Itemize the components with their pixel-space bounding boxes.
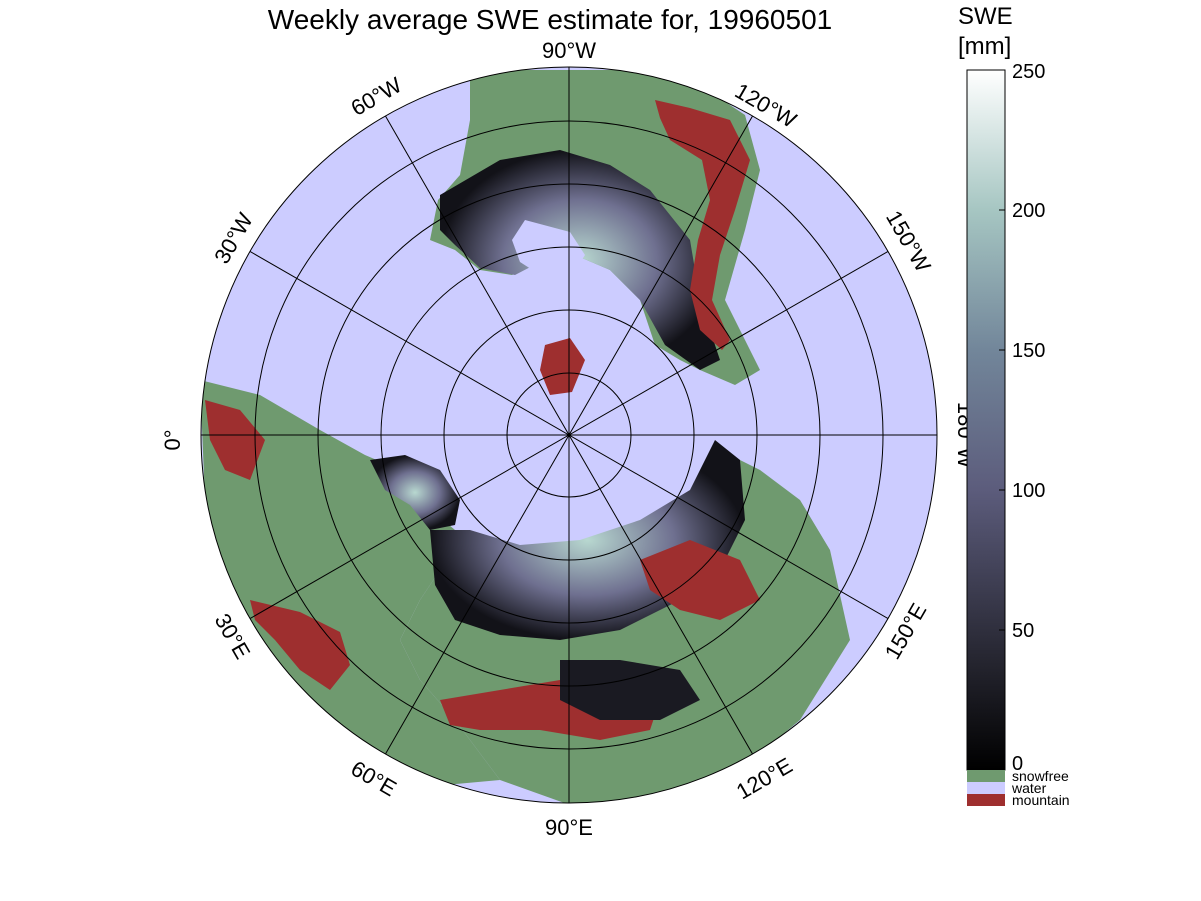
- colorbar-gradient: [966, 69, 1006, 771]
- colorbar-tick-50: 50: [1012, 620, 1034, 642]
- legend-label-water: water: [1011, 780, 1047, 796]
- lon-label-90e: 90°E: [545, 815, 593, 840]
- colorbar: SWE [mm] 0 50 100 150 200 250 snowfree w…: [958, 3, 1070, 808]
- colorbar-title-unit: [mm]: [958, 33, 1011, 60]
- legend-swatch-mountain: [967, 794, 1005, 806]
- lon-label-60e: 60°E: [347, 756, 401, 802]
- north-america-snow: [440, 150, 720, 370]
- east-asia-mountains: [640, 540, 760, 620]
- lon-label-0: 0°: [160, 429, 185, 450]
- lon-label-30e: 30°E: [210, 609, 256, 663]
- colorbar-title-swe: SWE: [958, 3, 1013, 30]
- colorbar-tick-100: 100: [1012, 480, 1045, 502]
- legend-swatch-water: [967, 782, 1005, 794]
- scandinavia-snow: [370, 455, 460, 530]
- hudson-bay: [512, 220, 585, 278]
- map-frame: [200, 66, 938, 804]
- iberia-mountains: [205, 400, 265, 480]
- colorbar-tick-250: 250: [1012, 61, 1045, 83]
- map-disk: [201, 67, 937, 803]
- colorbar-tick-0: 0: [1012, 753, 1023, 775]
- colorbar-tick-150: 150: [1012, 340, 1045, 362]
- tibet-snow: [560, 660, 700, 720]
- legend-swatch-snowfree: [967, 770, 1005, 782]
- alps-mountains: [250, 600, 350, 690]
- graticule: [201, 67, 937, 803]
- legend-label-snowfree: snowfree: [1012, 768, 1069, 784]
- map-title: Weekly average SWE estimate for, 1996050…: [267, 4, 833, 35]
- legend-label-mountain: mountain: [1012, 792, 1070, 808]
- lon-label-90w: 90°W: [542, 38, 596, 63]
- greenland: [540, 338, 585, 395]
- europe-land: [201, 380, 500, 785]
- colorbar-tick-200: 200: [1012, 200, 1045, 222]
